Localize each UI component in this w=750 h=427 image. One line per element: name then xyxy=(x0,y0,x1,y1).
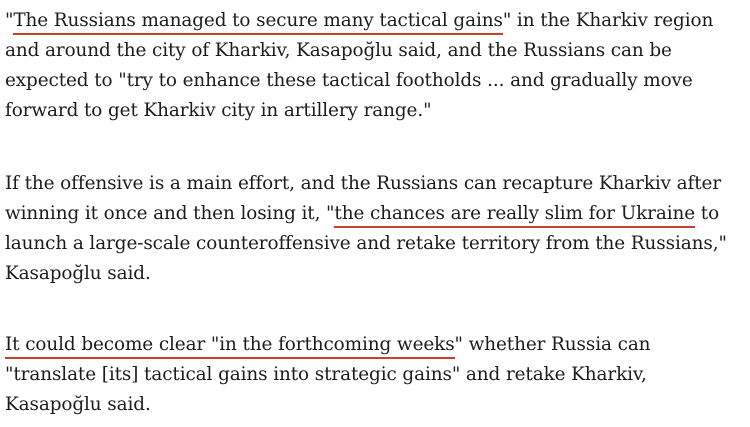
text-segment: "translate [its] tactical gains into str… xyxy=(5,364,647,385)
text-line: launch a large-scale counteroffensive an… xyxy=(5,229,727,259)
text-line: Kasapoğlu said. xyxy=(5,390,151,420)
text-line: expected to "try to enhance these tactic… xyxy=(5,66,693,96)
text-segment: launch a large-scale counteroffensive an… xyxy=(5,233,727,254)
text-segment: and around the city of Kharkiv, Kasapoğl… xyxy=(5,40,672,61)
text-segment: " xyxy=(5,10,14,31)
text-line: forward to get Kharkiv city in artillery… xyxy=(5,96,432,126)
quote-link[interactable]: The Russians managed to secure many tact… xyxy=(13,10,503,35)
text-line: and around the city of Kharkiv, Kasapoğl… xyxy=(5,36,672,66)
text-segment: forward to get Kharkiv city in artillery… xyxy=(5,100,432,121)
text-line: "The Russians managed to secure many tac… xyxy=(5,6,713,36)
text-line: If the offensive is a main effort, and t… xyxy=(5,169,721,199)
text-segment: " in the Kharkiv region xyxy=(502,10,714,31)
text-segment: to xyxy=(695,203,720,224)
quote-link[interactable]: the chances are really slim for Ukraine xyxy=(334,203,695,228)
text-line: Kasapoğlu said. xyxy=(5,259,151,289)
text-segment: expected to "try to enhance these tactic… xyxy=(5,70,693,91)
quote-link[interactable]: It could become clear "in the forthcomin… xyxy=(5,334,455,359)
text-segment: If the offensive is a main effort, and t… xyxy=(5,173,722,194)
text-segment: Kasapoğlu said. xyxy=(5,263,151,284)
text-line: winning it once and then losing it, "the… xyxy=(5,199,719,229)
text-line: It could become clear "in the forthcomin… xyxy=(5,330,651,360)
text-segment: winning it once and then losing it, " xyxy=(5,203,335,224)
text-segment: " whether Russia can xyxy=(454,334,651,355)
text-line: "translate [its] tactical gains into str… xyxy=(5,360,647,390)
text-segment: Kasapoğlu said. xyxy=(5,394,151,415)
